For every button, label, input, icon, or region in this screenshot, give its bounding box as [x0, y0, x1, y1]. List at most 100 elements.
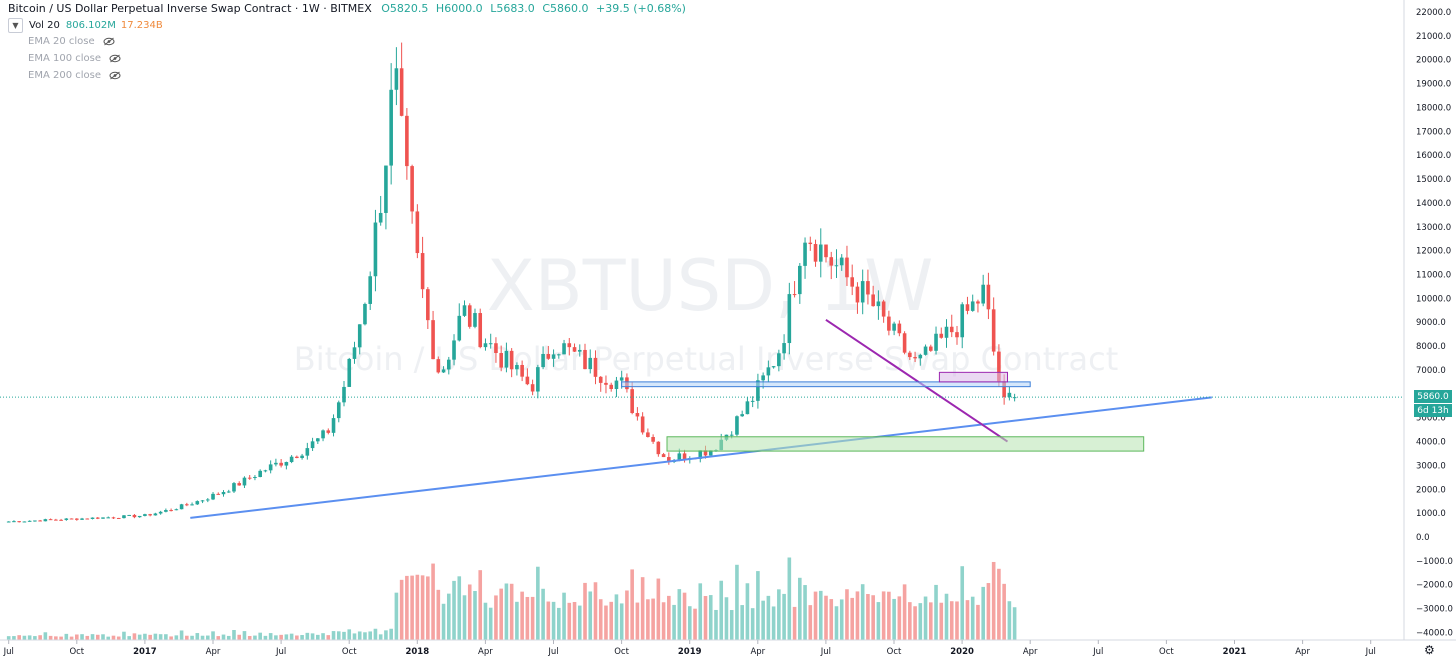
- volume-bar: [583, 582, 587, 640]
- candle-body: [798, 265, 802, 295]
- volume-bar: [452, 580, 456, 640]
- volume-bar: [200, 635, 205, 640]
- volume-bar: [446, 593, 451, 640]
- volume-bar: [546, 601, 551, 640]
- trendline-blue[interactable]: [190, 396, 1212, 519]
- time-tick-label: Oct: [614, 647, 629, 657]
- volume-bar: [363, 632, 367, 640]
- volume-bar: [116, 636, 121, 640]
- zone-green[interactable]: [666, 436, 1145, 452]
- candle-body: [897, 323, 902, 334]
- candle-body: [766, 367, 771, 376]
- candle-body: [494, 343, 498, 354]
- symbol-title[interactable]: Bitcoin / US Dollar Perpetual Inverse Sw…: [8, 2, 372, 15]
- volume-value: 806.102M: [65, 20, 116, 31]
- price-tick-label: 5000.0: [1416, 414, 1446, 424]
- candle-body: [462, 305, 467, 316]
- candle-body: [651, 437, 655, 442]
- price-tick-label: 0.0: [1416, 533, 1430, 543]
- volume-bar: [808, 605, 813, 640]
- volume-bar: [902, 584, 907, 640]
- volume-bar: [997, 568, 1001, 640]
- volume-bar: [771, 606, 776, 640]
- trendline-purple[interactable]: [825, 319, 1009, 443]
- candle-body: [593, 357, 598, 377]
- candle-body: [54, 519, 58, 521]
- price-tick-label: 9000.0: [1416, 318, 1446, 328]
- indicator-ema-20[interactable]: EMA 20 close: [28, 36, 115, 47]
- candle-body: [169, 510, 173, 512]
- volume-bar: [593, 582, 598, 640]
- zone-blue[interactable]: [621, 381, 1031, 388]
- candle-body: [17, 521, 21, 523]
- volume-bar: [226, 635, 231, 640]
- volume-bar: [237, 634, 242, 640]
- close-value: C5860.0: [542, 2, 589, 15]
- candle-body: [394, 68, 399, 90]
- volume-bar: [970, 596, 975, 640]
- volume-bar: [955, 601, 959, 640]
- candle-body: [488, 343, 493, 345]
- candle-body: [635, 413, 640, 417]
- candle-body: [106, 517, 111, 519]
- volume-bar: [158, 634, 163, 640]
- candle-body: [577, 349, 582, 352]
- time-tick-label: Jul: [1365, 647, 1376, 657]
- candle-body: [122, 515, 126, 519]
- volume-bar: [321, 633, 325, 640]
- indicator-ema-200[interactable]: EMA 200 close: [28, 70, 121, 81]
- volume-label[interactable]: Vol 20: [29, 20, 60, 31]
- volume-bar: [656, 578, 661, 640]
- candle-body: [499, 353, 503, 368]
- time-tick-label: Oct: [1159, 647, 1174, 657]
- time-tick-label: Apr: [478, 647, 493, 657]
- volume-bar: [258, 632, 262, 640]
- volume-bar: [268, 633, 273, 640]
- volume-bar: [95, 634, 100, 640]
- volume-bar: [557, 607, 561, 640]
- candle-body: [132, 514, 137, 518]
- time-tick-label: Jul: [1092, 647, 1103, 657]
- eye-off-icon[interactable]: [103, 37, 115, 46]
- volume-bar: [80, 634, 84, 640]
- volume-bar: [949, 601, 954, 640]
- volume-bar: [373, 628, 378, 640]
- candle-body: [200, 500, 205, 502]
- candle-body: [583, 349, 587, 370]
- watermark-description: Bitcoin / US Dollar Perpetual Inverse Sw…: [294, 340, 1118, 378]
- volume-bar: [562, 592, 566, 640]
- volume-bar: [625, 590, 629, 640]
- candle-body: [750, 400, 755, 402]
- price-tick-label: 2000.0: [1416, 485, 1446, 495]
- candle-body: [64, 518, 69, 520]
- volume-bar: [132, 633, 137, 640]
- chevron-down-icon[interactable]: ▼: [8, 18, 23, 33]
- volume-bar: [619, 603, 624, 640]
- volume-bar: [164, 634, 168, 640]
- candle-body: [457, 315, 462, 341]
- eye-off-icon[interactable]: [109, 54, 121, 63]
- volume-bar: [478, 570, 483, 640]
- volume-bar: [179, 630, 184, 640]
- volume-bar: [965, 600, 970, 640]
- candle-body: [745, 401, 750, 415]
- time-tick-label: 2021: [1223, 647, 1247, 657]
- volume-bar: [27, 635, 32, 640]
- volume-bar: [876, 602, 881, 640]
- volume-bar: [672, 604, 676, 640]
- volume-bar: [787, 557, 792, 640]
- candle-body: [153, 513, 158, 516]
- indicator-ema-100[interactable]: EMA 100 close: [28, 53, 121, 64]
- zone-purple[interactable]: [938, 371, 1009, 383]
- volume-bar: [766, 595, 771, 640]
- volume-bar: [148, 634, 152, 640]
- candle-body: [268, 464, 273, 471]
- eye-off-icon[interactable]: [109, 71, 121, 80]
- candle-body: [357, 324, 362, 348]
- gear-icon[interactable]: ⚙: [1424, 643, 1435, 657]
- volume-bar: [48, 635, 53, 640]
- candle-body: [525, 376, 530, 385]
- candle-body: [174, 509, 179, 511]
